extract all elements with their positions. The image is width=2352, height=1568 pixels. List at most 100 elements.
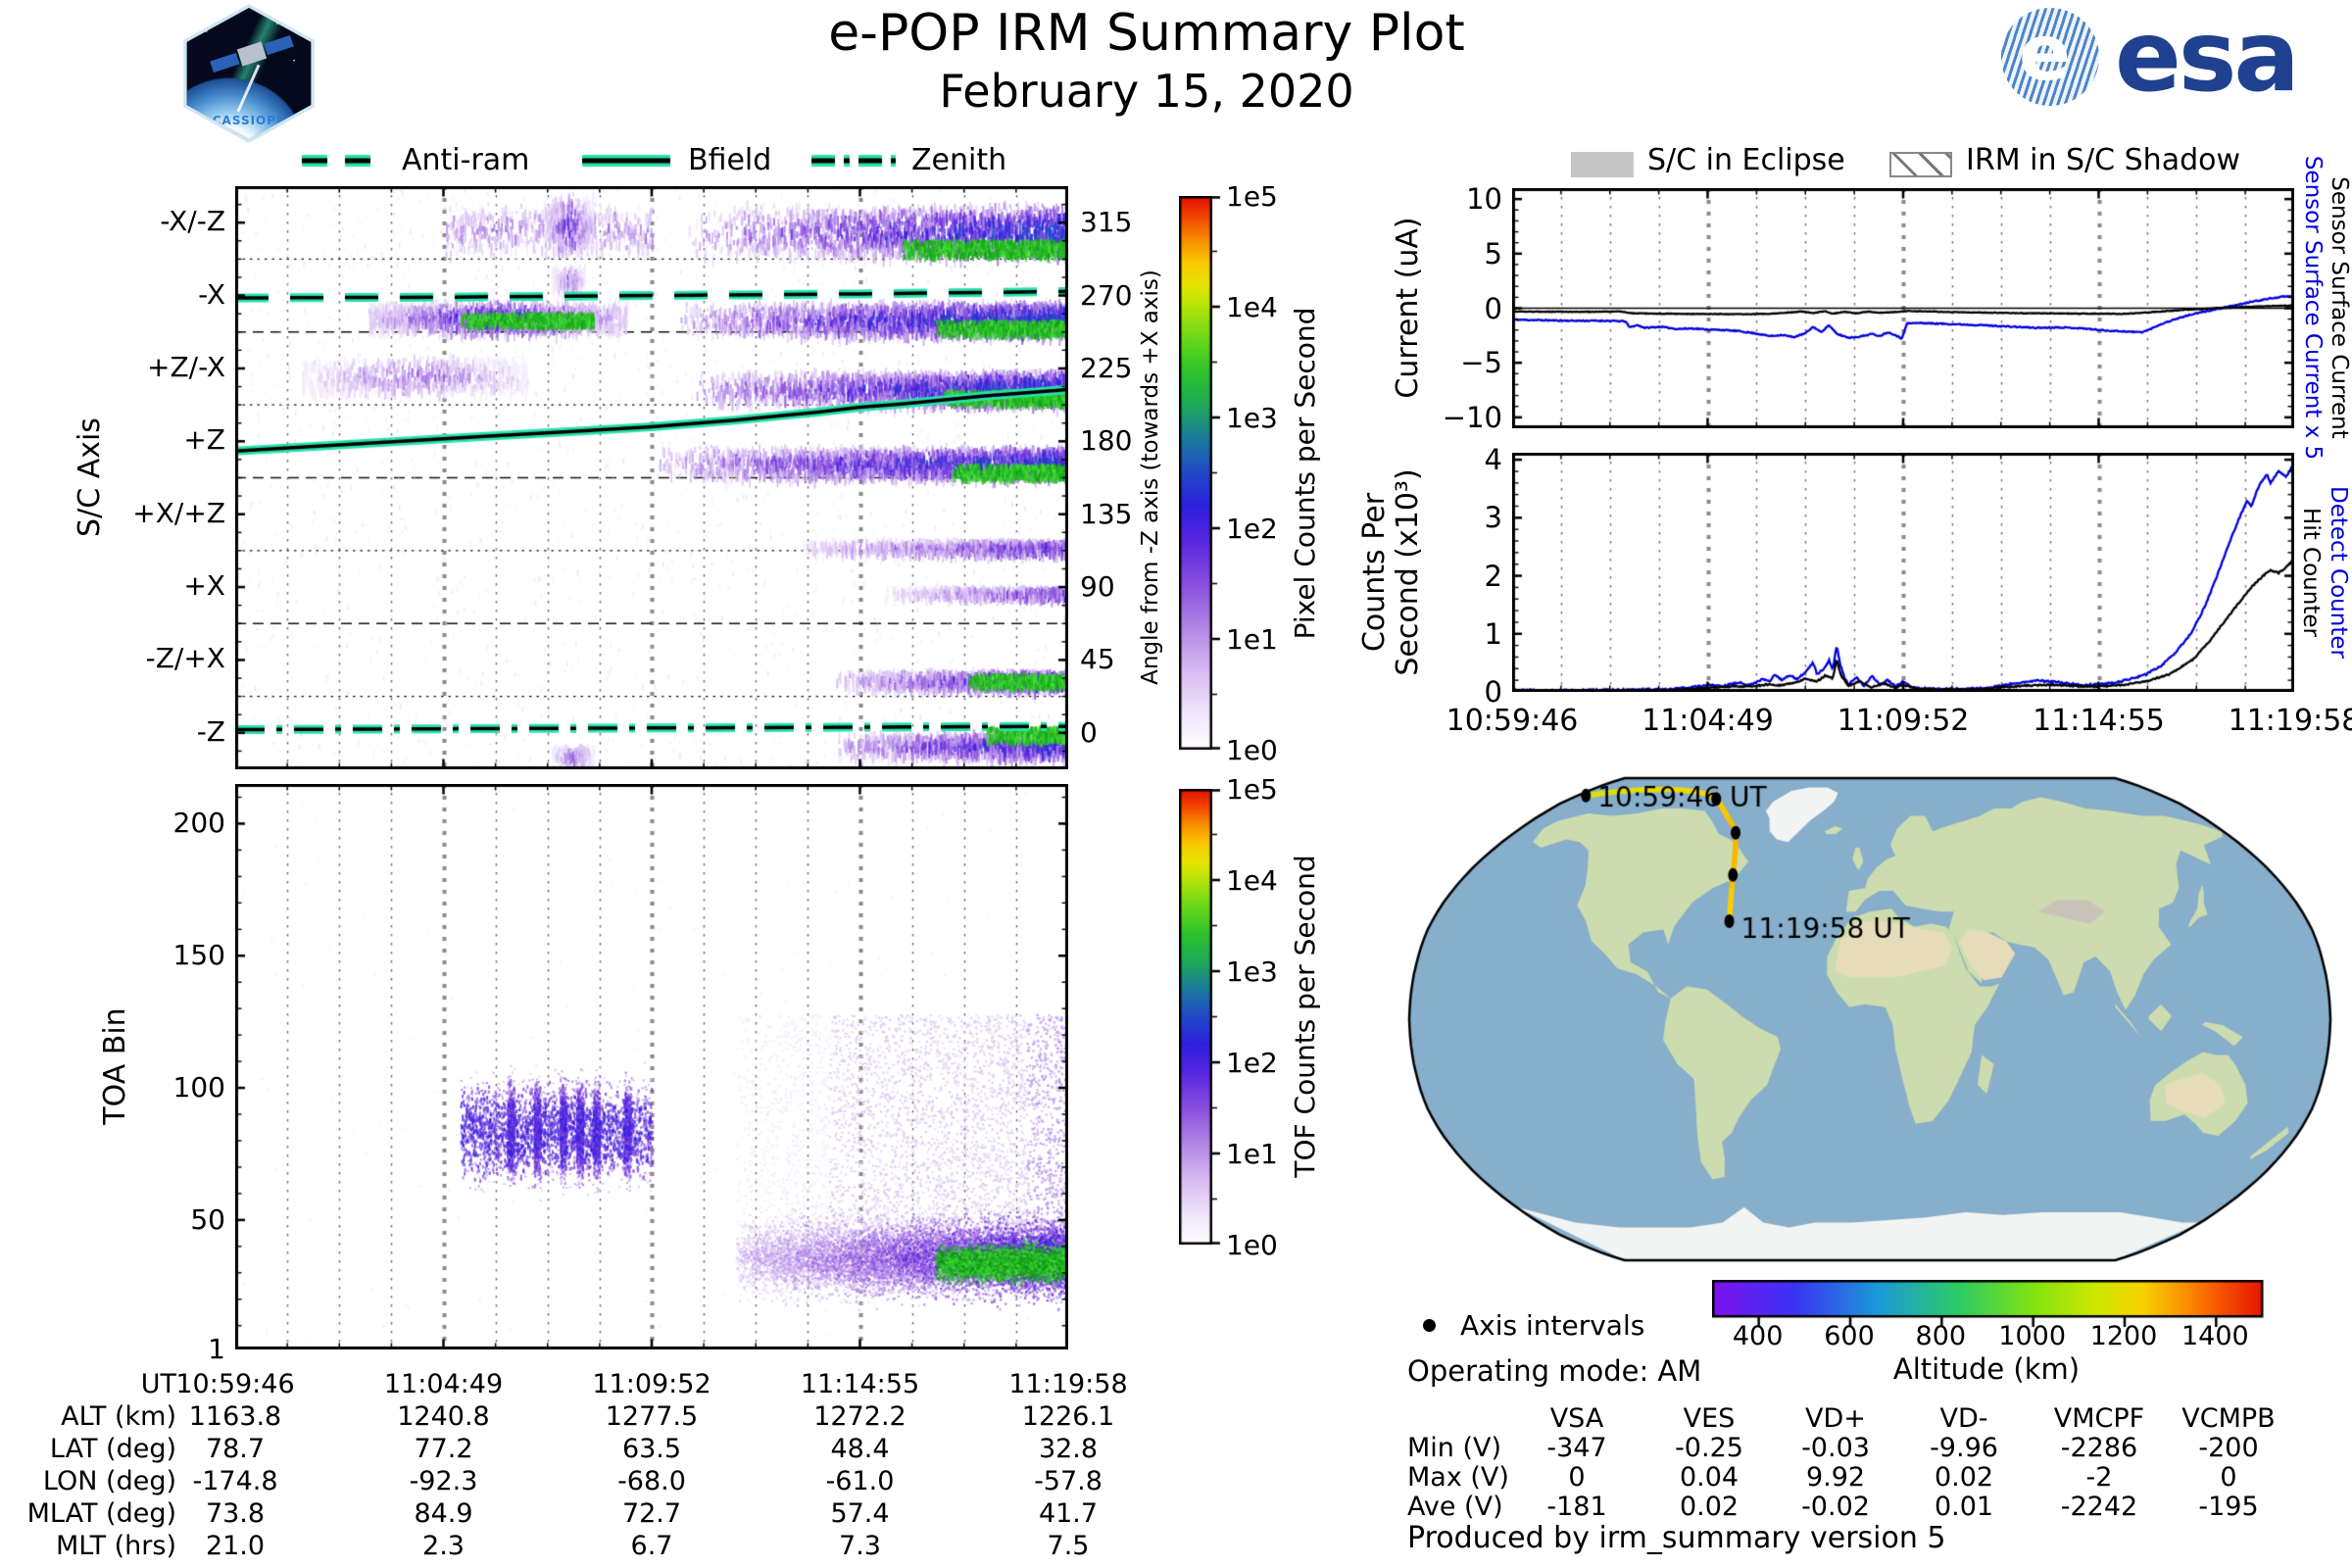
- ephemeris-row-label: UT: [140, 1369, 176, 1399]
- ephemeris-cell: 1240.8: [397, 1401, 490, 1432]
- ephemeris-cell: 72.7: [621, 1498, 682, 1529]
- voltage-col-header: VD-: [1939, 1403, 1988, 1434]
- bfield-line-swatch: [580, 153, 672, 169]
- current-tick: 10: [1466, 182, 1502, 217]
- ephemeris-cell: 41.7: [1038, 1498, 1099, 1529]
- ephemeris-cell: 84.9: [414, 1498, 473, 1529]
- pixel-cbar-tick: 1e5: [1226, 180, 1278, 213]
- voltage-col-header: VCMPB: [2181, 1403, 2276, 1434]
- patch-label: CASSIOPE: [212, 114, 286, 127]
- voltage-row-label: Ave (V): [1407, 1492, 1503, 1522]
- altitude-colorbar: [1712, 1280, 2267, 1331]
- legend-eclipse: S/C in Eclipse: [1647, 143, 1845, 177]
- voltage-cell: -2242: [2060, 1492, 2138, 1522]
- voltage-cell: -200: [2198, 1433, 2259, 1463]
- ephemeris-cell: 48.4: [830, 1434, 890, 1464]
- ephemeris-row-label: MLT (hrs): [55, 1531, 176, 1561]
- counts-tick: 2: [1484, 559, 1502, 593]
- voltage-cell: 0.02: [1934, 1462, 1994, 1493]
- ephemeris-cell: -92.3: [409, 1466, 478, 1496]
- ephemeris-cell: 2.3: [422, 1531, 465, 1561]
- ephemeris-cell: 32.8: [1038, 1434, 1099, 1464]
- sc-axis-category: +Z/-X: [147, 350, 225, 383]
- voltage-cell: -0.02: [1801, 1492, 1870, 1522]
- voltage-cell: -2: [2085, 1462, 2113, 1493]
- operating-mode: Operating mode: AM: [1407, 1354, 1702, 1388]
- eclipse-swatch: [1571, 152, 1634, 177]
- ephemeris-cell: 57.4: [830, 1498, 890, 1529]
- right-time-tick: 11:14:55: [2033, 704, 2165, 738]
- sc-axis-category: +X: [183, 569, 225, 603]
- tof-cbar-tick: 1e4: [1226, 864, 1278, 897]
- current-tick: 5: [1484, 236, 1502, 270]
- voltage-col-header: VES: [1683, 1403, 1736, 1434]
- ephemeris-cell: 77.2: [414, 1434, 473, 1464]
- tof-cbar-tick: 1e1: [1226, 1138, 1278, 1170]
- voltage-row-label: Min (V): [1407, 1433, 1502, 1463]
- zenith-line-swatch: [809, 153, 898, 169]
- ephemeris-cell: -57.8: [1034, 1466, 1102, 1496]
- ephemeris-cell: 6.7: [630, 1531, 673, 1561]
- pixel-cbar-tick: 1e2: [1226, 513, 1278, 545]
- ephemeris-cell: 1226.1: [1021, 1401, 1115, 1432]
- voltage-cell: 9.92: [1805, 1462, 1866, 1493]
- toa-tick: 50: [190, 1202, 225, 1236]
- ephemeris-cell: 1163.8: [188, 1401, 282, 1432]
- legend-anti-ram: Anti-ram: [402, 143, 530, 177]
- voltage-col-header: VD+: [1805, 1403, 1866, 1434]
- voltage-cell: 0: [1568, 1462, 1586, 1493]
- right-time-tick: 10:59:46: [1446, 704, 1579, 738]
- ephemeris-cell: -174.8: [192, 1466, 278, 1496]
- ephemeris-cell: 11:14:55: [800, 1369, 920, 1399]
- voltage-cell: -347: [1546, 1433, 1607, 1463]
- toa-ylabel: TOA Bin: [98, 1007, 132, 1125]
- angle-tick: 135: [1080, 497, 1133, 530]
- voltage-col-header: VMCPF: [2053, 1403, 2145, 1434]
- sc-axis-category: +Z: [183, 423, 225, 457]
- legend-zenith: Zenith: [911, 143, 1007, 177]
- ephemeris-row-label: MLAT (deg): [26, 1498, 176, 1529]
- beam-icon: [236, 64, 261, 113]
- sensor-current-plot: [1512, 188, 2294, 428]
- ephemeris-cell: 1277.5: [605, 1401, 699, 1432]
- right-time-tick: 11:04:49: [1642, 704, 1774, 738]
- ephemeris-cell: 78.7: [205, 1434, 266, 1464]
- voltage-row-label: Max (V): [1407, 1462, 1509, 1493]
- axis-intervals-label: Axis intervals: [1460, 1309, 1645, 1342]
- counts-tick: 1: [1484, 616, 1502, 651]
- current-tick: 0: [1484, 291, 1502, 325]
- altitude-tick: 800: [1915, 1321, 1967, 1351]
- pixel-cbar-tick: 1e1: [1226, 623, 1278, 656]
- page-date: February 15, 2020: [939, 65, 1354, 118]
- altitude-tick: 1400: [2180, 1321, 2249, 1351]
- ground-track-map: [1399, 772, 2342, 1268]
- altitude-tick: 600: [1824, 1321, 1875, 1351]
- tof-cbar-tick: 1e0: [1226, 1229, 1278, 1261]
- angle-axis-label: Angle from -Z axis (towards +X axis): [1138, 270, 1163, 685]
- right-time-tick: 11:19:58: [2228, 704, 2352, 738]
- toa-tick: 100: [172, 1071, 225, 1104]
- ephemeris-cell: -68.0: [617, 1466, 686, 1496]
- voltage-cell: 0: [2220, 1462, 2237, 1493]
- esa-logo-text: esa: [2115, 0, 2300, 114]
- angle-tick: 315: [1080, 206, 1133, 239]
- ephemeris-cell: 7.3: [839, 1531, 881, 1561]
- angle-tick: 225: [1080, 351, 1133, 384]
- ephemeris-cell: 63.5: [621, 1434, 682, 1464]
- ephemeris-cell: 11:04:49: [383, 1369, 504, 1399]
- anti-ram-line-swatch: [300, 153, 390, 169]
- angle-tick: 180: [1080, 424, 1133, 458]
- altitude-tick: 1200: [2089, 1321, 2158, 1351]
- pixel-colorbar-label: Pixel Counts per Second: [1289, 307, 1321, 640]
- shadow-swatch: [1889, 152, 1952, 177]
- angle-tick: 270: [1080, 278, 1133, 312]
- sc-axis-category: -Z/+X: [145, 642, 225, 675]
- current-tick: −10: [1442, 400, 1502, 434]
- voltage-cell: 0.02: [1679, 1492, 1740, 1522]
- angle-tick: 90: [1080, 570, 1115, 604]
- counters-plot: [1512, 453, 2294, 692]
- toa-tick: 150: [172, 939, 225, 972]
- ephemeris-cell: 1272.2: [813, 1401, 906, 1432]
- tof-colorbar-label: TOF Counts per Second: [1289, 855, 1321, 1178]
